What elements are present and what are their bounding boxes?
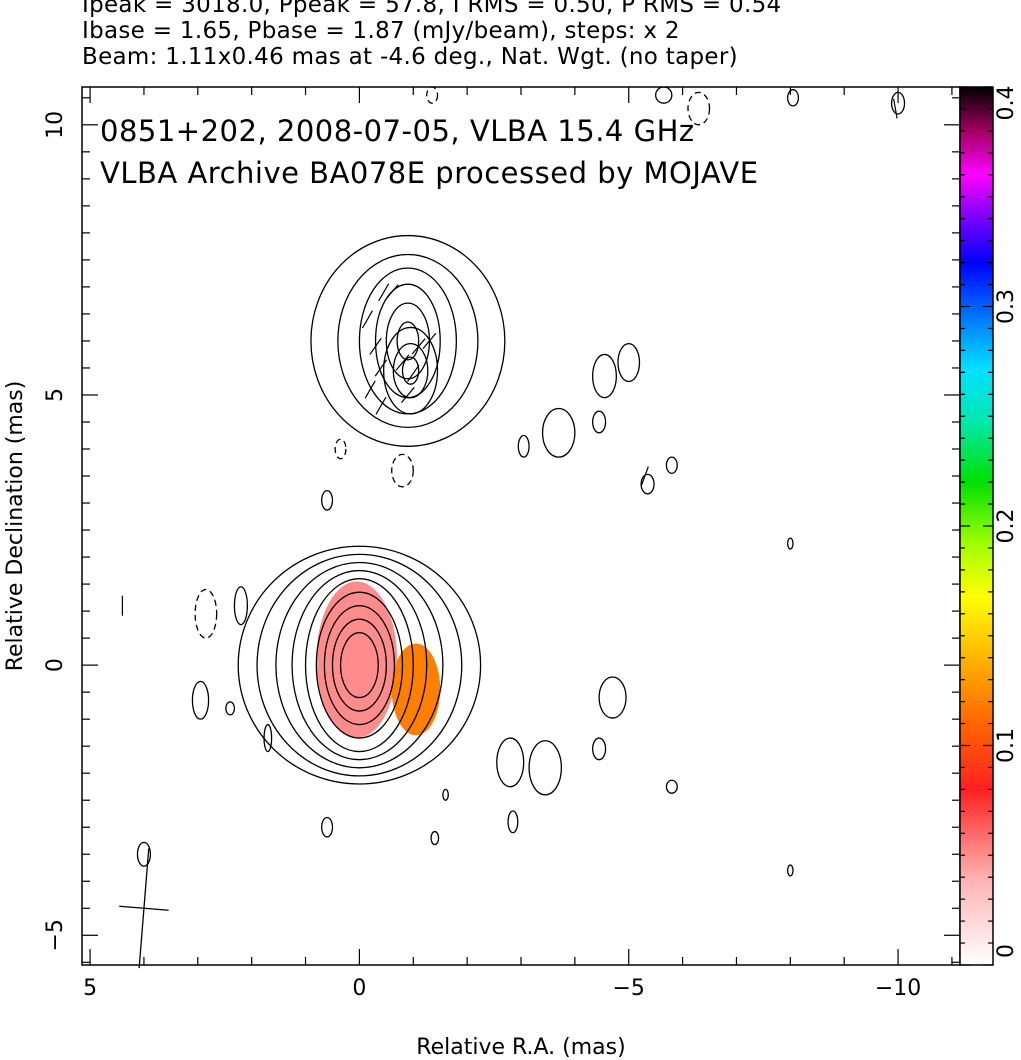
header: Ipeak = 3018.0, Ppeak = 57.8, I RMS = 0.… bbox=[82, 0, 1012, 70]
small-contour-2 bbox=[591, 737, 607, 761]
small-contour-7 bbox=[591, 410, 607, 434]
plot-frame bbox=[81, 86, 961, 966]
colorbar-label-3: 0.3 bbox=[994, 289, 1019, 324]
negative-contour-3 bbox=[687, 91, 711, 126]
small-contour-17 bbox=[321, 816, 334, 838]
contour-0-4 bbox=[304, 578, 414, 753]
small-contour-18 bbox=[442, 788, 449, 801]
overlay-title-line-2: VLBA Archive BA078E processed by MOJAVE bbox=[100, 156, 759, 190]
contour-0-3 bbox=[315, 591, 404, 739]
header-line-1: Ipeak = 3018.0, Ppeak = 57.8, I RMS = 0.… bbox=[82, 0, 782, 18]
contour-1-5 bbox=[310, 234, 506, 447]
negative-contour-2 bbox=[334, 438, 347, 460]
evpa-vector-3 bbox=[364, 380, 376, 399]
contour-0-7 bbox=[256, 553, 463, 777]
evpa-vector-4 bbox=[384, 284, 399, 301]
contour-2-1 bbox=[392, 342, 429, 399]
small-contour-0 bbox=[496, 737, 525, 788]
small-contour-13 bbox=[191, 680, 210, 720]
contour-0-0 bbox=[339, 632, 379, 699]
y-tick-label-0: −5 bbox=[43, 919, 68, 951]
contour-0-1 bbox=[331, 618, 387, 712]
colorbar-label-0: 0 bbox=[994, 944, 1019, 958]
small-contour-9 bbox=[640, 473, 655, 495]
contour-0-6 bbox=[275, 561, 444, 769]
negative-contour-0 bbox=[194, 588, 218, 639]
small-contour-10 bbox=[665, 456, 678, 474]
contours bbox=[136, 87, 906, 877]
small-contour-21 bbox=[665, 779, 678, 794]
evpa-vector-10 bbox=[400, 386, 415, 404]
x-tick-label-3: −10 bbox=[875, 976, 921, 1001]
contour-1-3 bbox=[358, 267, 458, 415]
header-line-3: Beam: 1.11x0.46 mas at -4.6 deg., Nat. W… bbox=[82, 44, 738, 70]
evpa-vector-2 bbox=[374, 359, 388, 377]
evpa-vectors bbox=[121, 98, 898, 616]
small-contour-16 bbox=[136, 841, 152, 867]
pol-region-1 bbox=[391, 643, 441, 736]
x-tick-label-2: −5 bbox=[613, 976, 645, 1001]
contour-1-4 bbox=[337, 253, 479, 429]
small-contour-1 bbox=[528, 740, 563, 796]
x-tick-label-0: 5 bbox=[83, 976, 97, 1001]
small-contour-19 bbox=[507, 810, 519, 834]
negative-contour-1 bbox=[391, 453, 414, 488]
colorbar-ticks bbox=[960, 86, 993, 966]
overlay-title-line-1: 0851+202, 2008-07-05, VLBA 15.4 GHz bbox=[100, 114, 695, 148]
small-contour-23 bbox=[786, 864, 794, 877]
axis-ticks bbox=[82, 87, 960, 965]
beam-minor-axis bbox=[119, 905, 169, 911]
evpa-vector-8 bbox=[375, 396, 387, 415]
small-contour-20 bbox=[430, 830, 440, 846]
contour-2-2 bbox=[382, 326, 439, 415]
colorbar-label-2: 0.2 bbox=[994, 509, 1019, 544]
y-tick-label-2: 5 bbox=[43, 388, 68, 402]
contour-1-0 bbox=[396, 321, 420, 361]
negative-contour-4 bbox=[426, 87, 439, 104]
evpa-vector-0 bbox=[361, 310, 374, 329]
small-contour-26 bbox=[655, 87, 673, 104]
small-contour-15 bbox=[263, 723, 273, 753]
evpa-vector-9 bbox=[422, 332, 437, 349]
contour-0-5 bbox=[291, 569, 428, 761]
colorbar-label-1: 0.1 bbox=[994, 728, 1019, 763]
y-tick-label-3: 10 bbox=[43, 111, 68, 139]
y-axis-title: Relative Declination (mas) bbox=[3, 381, 28, 672]
evpa-vector-1 bbox=[369, 337, 382, 355]
evpa-vector-5 bbox=[395, 354, 410, 371]
small-contour-22 bbox=[786, 537, 794, 550]
small-contour-25 bbox=[786, 89, 800, 107]
contour-2-0 bbox=[401, 356, 420, 385]
evpa-vector-13 bbox=[893, 98, 898, 119]
y-tick-label-1: 0 bbox=[43, 658, 68, 672]
contour-0-2 bbox=[323, 605, 396, 726]
evpa-vector-7 bbox=[411, 338, 426, 355]
evpa-vector-14 bbox=[378, 283, 390, 302]
beam-marker bbox=[119, 848, 169, 969]
small-contour-12 bbox=[233, 586, 249, 626]
contour-0-8 bbox=[237, 545, 482, 785]
colorbar-label-4: 0.4 bbox=[994, 86, 1019, 121]
small-contour-11 bbox=[321, 489, 334, 511]
small-contour-5 bbox=[617, 342, 641, 383]
small-contour-6 bbox=[541, 407, 576, 458]
small-contour-8 bbox=[517, 434, 530, 458]
evpa-vector-12 bbox=[640, 466, 649, 486]
small-contour-14 bbox=[225, 701, 236, 716]
x-tick-label-1: 0 bbox=[352, 976, 366, 1001]
header-line-2: Ibase = 1.65, Pbase = 1.87 (mJy/beam), s… bbox=[82, 18, 680, 44]
small-contour-3 bbox=[598, 676, 627, 719]
small-contour-4 bbox=[591, 353, 617, 399]
x-axis-title: Relative R.A. (mas) bbox=[416, 1035, 625, 1060]
evpa-vector-6 bbox=[407, 364, 420, 382]
